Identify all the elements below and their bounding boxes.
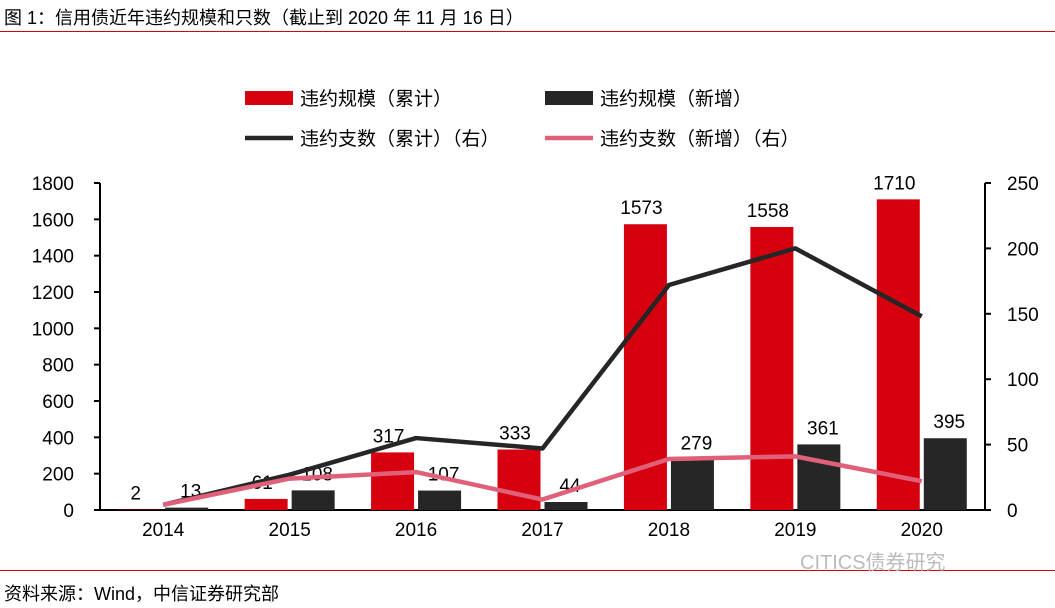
bar-new xyxy=(418,490,462,510)
bar-new xyxy=(165,507,209,510)
y-tick-label: 200 xyxy=(42,465,74,486)
data-label: 1710 xyxy=(873,173,915,194)
legend-label: 违约支数（新增）（右） xyxy=(600,128,800,150)
x-tick-label: 2015 xyxy=(269,520,311,541)
bar-cumulative xyxy=(244,498,288,510)
y2-tick-label: 100 xyxy=(1007,370,1039,391)
y-tick-label: 1400 xyxy=(32,247,74,268)
figure-title: 图 1：信用债近年违约规模和只数（截止到 2020 年 11 月 16 日） xyxy=(4,8,524,28)
bar-cumulative xyxy=(497,449,541,510)
y2-tick-label: 0 xyxy=(1007,501,1018,522)
y-tick-label: 1000 xyxy=(32,319,74,340)
y-tick-label: 1800 xyxy=(32,174,74,195)
x-tick-label: 2017 xyxy=(521,520,563,541)
data-label: 395 xyxy=(933,412,965,433)
x-tick-label: 2016 xyxy=(395,520,437,541)
y-tick-label: 600 xyxy=(42,392,74,413)
x-tick-label: 2019 xyxy=(774,520,816,541)
y2-tick-label: 250 xyxy=(1007,174,1039,195)
legend-swatch xyxy=(245,91,293,105)
data-label: 1558 xyxy=(747,201,789,222)
line-new-count xyxy=(162,454,923,507)
legend-swatch xyxy=(545,91,593,105)
y-tick-label: 0 xyxy=(63,501,74,522)
data-label: 2 xyxy=(130,484,141,505)
data-label: 361 xyxy=(807,418,839,439)
bar-new xyxy=(670,459,714,510)
bar-cumulative xyxy=(750,226,794,511)
divider xyxy=(0,31,1055,32)
y2-tick-label: 150 xyxy=(1007,305,1039,326)
bar-new xyxy=(544,502,588,510)
data-label: 279 xyxy=(681,433,713,454)
bar-cumulative xyxy=(876,199,920,510)
y-tick-label: 1200 xyxy=(32,283,74,304)
y-tick-label: 1600 xyxy=(32,210,74,231)
watermark: CITICS债券研究 xyxy=(800,552,946,574)
bar-cumulative xyxy=(371,452,415,510)
data-label: 333 xyxy=(499,424,531,445)
legend-label: 违约规模（新增） xyxy=(600,88,752,110)
source-note: 资料来源：Wind，中信证券研究部 xyxy=(4,584,280,604)
y-tick-label: 400 xyxy=(42,428,74,449)
x-tick-label: 2018 xyxy=(648,520,690,541)
divider xyxy=(0,570,1055,571)
legend-label: 违约规模（累计） xyxy=(300,88,452,110)
y2-tick-label: 50 xyxy=(1007,436,1028,457)
bar-new xyxy=(797,444,841,510)
y2-tick-label: 200 xyxy=(1007,239,1039,260)
y-tick-label: 800 xyxy=(42,356,74,377)
data-label: 1573 xyxy=(620,198,662,219)
line-cumulative-count xyxy=(162,246,923,507)
bar-new xyxy=(923,438,967,510)
x-tick-label: 2020 xyxy=(901,520,943,541)
bar-new xyxy=(291,490,335,510)
x-tick-label: 2014 xyxy=(142,520,185,541)
legend-label: 违约支数（累计）（右） xyxy=(300,128,500,150)
